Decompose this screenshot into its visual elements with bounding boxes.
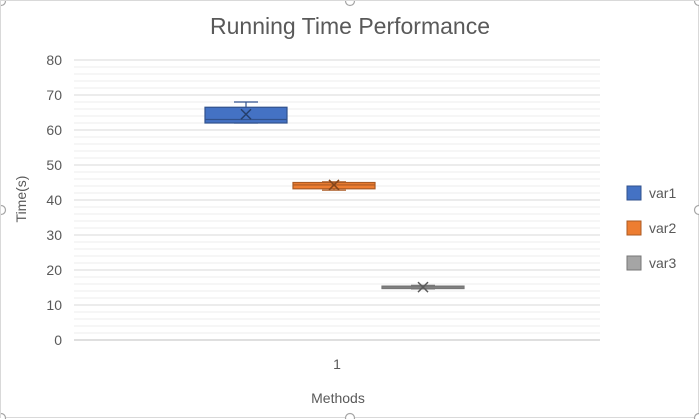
- resize-handle[interactable]: [346, 1, 355, 6]
- legend-swatch: [627, 256, 641, 270]
- y-tick-label: 30: [46, 227, 62, 243]
- y-tick-label: 50: [46, 157, 62, 173]
- legend[interactable]: var1 var2 var3: [627, 185, 676, 271]
- box-var2[interactable]: [293, 180, 375, 190]
- legend-item-var2[interactable]: var2: [627, 220, 676, 236]
- resize-handle[interactable]: [346, 414, 355, 419]
- x-axis-label: Methods: [311, 390, 365, 406]
- legend-swatch: [627, 221, 641, 235]
- gridlines: [74, 60, 600, 333]
- y-tick-label: 20: [46, 262, 62, 278]
- resize-handle[interactable]: [1, 206, 6, 215]
- legend-label: var3: [649, 255, 676, 271]
- plot-area: [205, 102, 464, 292]
- chart-title: Running Time Performance: [210, 13, 490, 39]
- legend-swatch: [627, 186, 641, 200]
- legend-label: var2: [649, 220, 676, 236]
- legend-item-var1[interactable]: var1: [627, 185, 676, 201]
- axes: 0 10 20 30 40 50 60 70 80 1: [46, 52, 600, 372]
- legend-label: var1: [649, 185, 676, 201]
- resize-handle[interactable]: [695, 206, 699, 215]
- resize-handle[interactable]: [695, 1, 699, 6]
- y-tick-label: 60: [46, 122, 62, 138]
- resize-handle[interactable]: [695, 414, 699, 419]
- y-tick-label: 80: [46, 52, 62, 68]
- y-tick-label: 40: [46, 192, 62, 208]
- x-tick-label: 1: [333, 356, 341, 372]
- resize-handle[interactable]: [1, 414, 6, 419]
- y-axis-label: Time(s): [13, 176, 29, 223]
- legend-item-var3[interactable]: var3: [627, 255, 676, 271]
- resize-handle[interactable]: [1, 1, 6, 6]
- box-var1[interactable]: [205, 102, 287, 123]
- y-tick-label: 10: [46, 297, 62, 313]
- y-tick-label: 0: [54, 332, 62, 348]
- y-tick-label: 70: [46, 87, 62, 103]
